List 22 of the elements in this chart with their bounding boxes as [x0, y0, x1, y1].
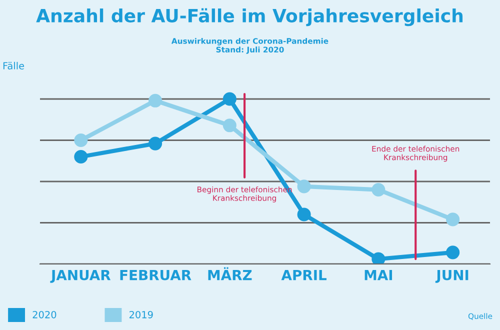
point [148, 94, 162, 108]
x-tick-label: FEBRUAR [120, 270, 192, 280]
y-axis-title: Fälle [3, 62, 24, 70]
point [297, 208, 311, 222]
point [222, 92, 236, 106]
x-tick-label: APRIL [281, 270, 326, 280]
point [446, 246, 460, 260]
x-tick-label: MÄRZ [208, 267, 252, 280]
chart-title: Anzahl der AU-Fälle im Vorjahresvergleich [36, 8, 463, 26]
point [148, 136, 162, 150]
legend-label: 2019 [129, 310, 153, 318]
point [372, 252, 386, 264]
point [446, 212, 460, 226]
legend-label: 2020 [32, 310, 56, 318]
x-tick-label: MAI [364, 270, 392, 280]
x-tick-label: JUNI [435, 270, 468, 283]
point [74, 133, 88, 148]
point [222, 118, 236, 132]
point [372, 182, 386, 197]
point [297, 180, 311, 194]
point [74, 150, 88, 164]
x-tick-label: JANUAR [50, 270, 111, 283]
